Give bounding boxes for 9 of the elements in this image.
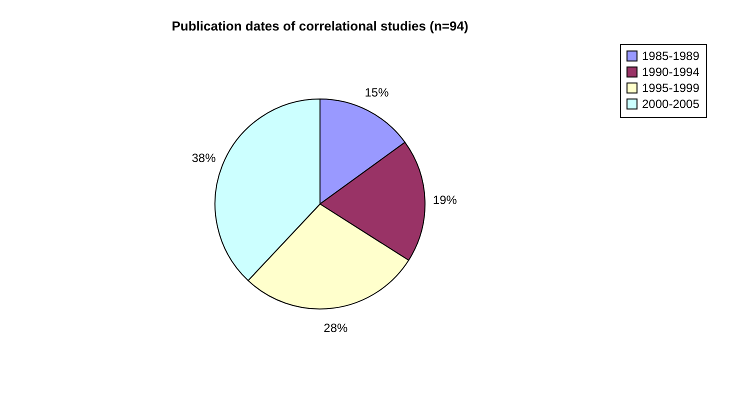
data-label: 15% [364,86,390,100]
legend-label: 1995-1999 [642,81,700,95]
chart-title: Publication dates of correlational studies (n=94) [172,18,468,34]
data-label: 19% [432,193,458,208]
data-label: 38% [192,150,216,165]
legend-label: 1990-1994 [642,65,700,79]
legend-label: 1985-1989 [642,49,700,63]
data-label: 28% [324,321,348,336]
legend-label: 2000-2005 [642,97,700,111]
